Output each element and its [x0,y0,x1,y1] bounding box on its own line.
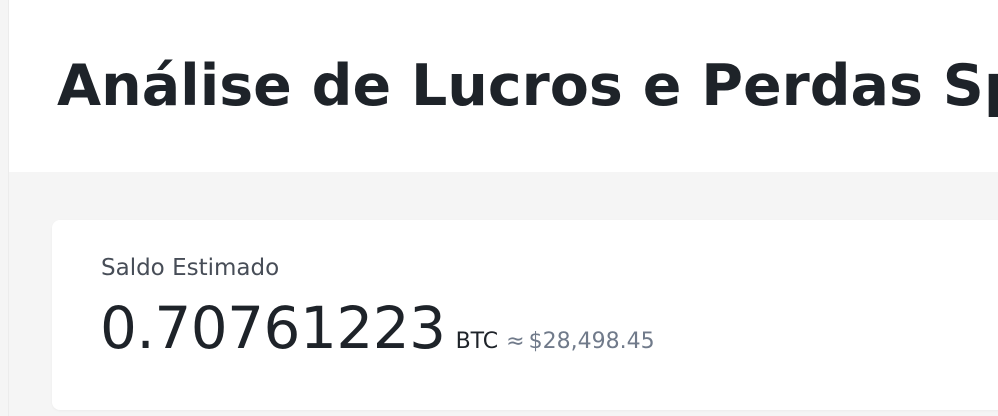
estimated-balance-label: Saldo Estimado [101,255,280,281]
balance-fiat-value: $28,498.45 [528,329,655,354]
main-content: Saldo Estimado 0.70761223 BTC ≈ $28,498.… [9,172,998,416]
estimated-balance-row: 0.70761223 BTC ≈ $28,498.45 [100,294,655,362]
estimated-balance-card: Saldo Estimado 0.70761223 BTC ≈ $28,498.… [52,220,998,410]
approx-symbol: ≈ [506,329,525,354]
page-title: Análise de Lucros e Perdas Spot [57,53,998,119]
left-sidebar-edge [0,0,9,416]
page-header: Análise de Lucros e Perdas Spot [9,0,998,172]
balance-currency: BTC [455,329,499,354]
balance-amount: 0.70761223 [100,294,446,362]
